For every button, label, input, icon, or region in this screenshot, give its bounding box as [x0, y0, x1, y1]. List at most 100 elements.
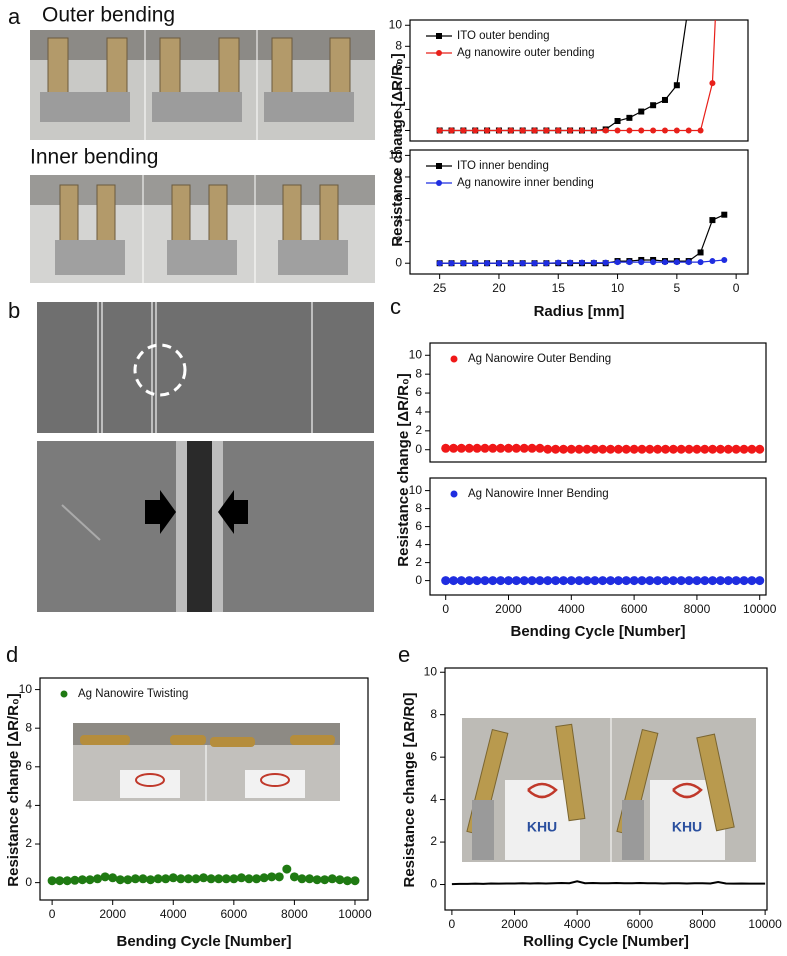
marker [327, 874, 337, 884]
marker [335, 875, 345, 885]
marker [626, 127, 633, 134]
marker [558, 576, 568, 586]
marker [191, 874, 201, 884]
marker [342, 876, 352, 886]
x-tick-label: 6000 [626, 917, 653, 931]
marker [504, 443, 514, 453]
marker [168, 873, 178, 883]
photo-twisting [73, 723, 340, 801]
plot-area [451, 880, 766, 886]
plot-area [441, 443, 765, 454]
marker [598, 444, 608, 454]
marker [507, 260, 514, 267]
marker [661, 96, 668, 103]
marker [449, 443, 459, 453]
x-axis-label: Bending Cycle [Number] [510, 623, 685, 640]
marker [448, 127, 455, 134]
marker [519, 443, 529, 453]
marker [650, 102, 657, 109]
photo-inner-bending [30, 175, 375, 283]
marker [456, 443, 466, 453]
marker [661, 259, 668, 266]
marker [574, 444, 584, 454]
x-tick-label: 5 [673, 281, 680, 295]
logo-text: KHU [672, 819, 702, 835]
marker [566, 444, 576, 454]
x-tick-label: 4000 [160, 907, 187, 921]
y-tick-label: 8 [415, 501, 422, 515]
marker [567, 259, 574, 266]
marker [472, 127, 479, 134]
marker [221, 874, 231, 884]
marker [684, 576, 694, 586]
marker [708, 576, 718, 586]
marker [267, 872, 277, 882]
marker [472, 260, 479, 267]
marker [638, 108, 645, 115]
panel-label: d [6, 642, 18, 667]
x-tick-label: 2000 [495, 602, 522, 616]
marker [488, 443, 498, 453]
marker [543, 127, 550, 134]
marker [582, 444, 592, 454]
marker [274, 872, 284, 882]
marker [590, 127, 597, 134]
legend-label: Ag Nanowire Twisting [78, 688, 188, 700]
marker [229, 874, 239, 884]
marker [123, 875, 133, 885]
marker [700, 576, 710, 586]
marker [602, 127, 609, 134]
marker [697, 127, 704, 134]
y-tick-label: 8 [415, 366, 422, 380]
marker [715, 576, 725, 586]
marker [755, 444, 765, 454]
y-tick-label: 2 [395, 234, 402, 248]
marker [731, 576, 741, 586]
marker [709, 258, 716, 265]
marker [108, 873, 118, 883]
marker [449, 576, 459, 586]
x-tick-label: 6000 [220, 907, 247, 921]
x-tick-label: 0 [449, 917, 456, 931]
marker [236, 873, 246, 883]
marker [661, 127, 668, 134]
legend-marker [60, 690, 68, 698]
marker [709, 217, 716, 224]
legend-marker [436, 50, 442, 56]
marker [626, 114, 633, 121]
y-tick-label: 0 [395, 123, 402, 137]
y-tick-label: 10 [389, 148, 403, 162]
plot-area [441, 576, 765, 586]
photo-title: Inner bending [30, 146, 158, 169]
y-tick-label: 0 [415, 573, 422, 587]
marker [747, 444, 757, 454]
y-tick-label: 0 [395, 255, 402, 269]
marker [582, 576, 592, 586]
marker [614, 259, 621, 266]
marker [480, 443, 490, 453]
marker [551, 444, 561, 454]
x-tick-label: 8000 [689, 917, 716, 931]
marker [62, 876, 72, 886]
legend-marker [436, 33, 442, 39]
marker [472, 576, 482, 586]
marker [535, 443, 545, 453]
x-tick-label: 0 [733, 281, 740, 295]
marker [638, 259, 645, 266]
marker [484, 260, 491, 267]
y-tick-label: 8 [395, 38, 402, 52]
data-line [439, 20, 687, 132]
y-axis-label: Resistance change [ΔR/R0] [401, 692, 418, 887]
marker [555, 259, 562, 266]
plot-frame [429, 477, 767, 596]
marker [723, 444, 733, 454]
plot-frame [409, 149, 749, 275]
legend-marker [436, 163, 442, 169]
y-tick-label: 10 [424, 664, 438, 678]
y-tick-label: 8 [25, 720, 32, 734]
y-tick-label: 4 [430, 792, 437, 806]
x-tick-label: 2000 [99, 907, 126, 921]
marker [621, 576, 631, 586]
marker [673, 127, 680, 134]
marker [183, 874, 193, 884]
